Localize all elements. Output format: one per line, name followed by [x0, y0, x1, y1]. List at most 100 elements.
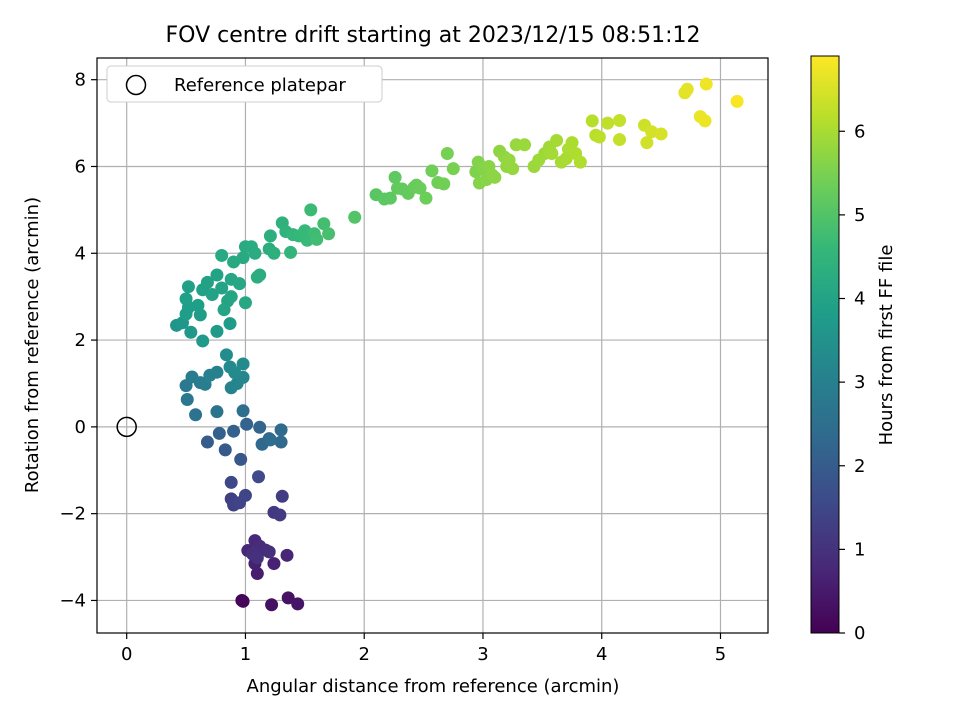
data-point	[215, 281, 229, 295]
data-point	[200, 275, 214, 289]
data-point	[565, 136, 579, 150]
data-point	[265, 598, 279, 612]
data-point	[236, 594, 250, 608]
data-point	[217, 303, 231, 317]
grid-lines	[97, 58, 768, 633]
data-point	[274, 423, 288, 437]
plot-area-frame	[96, 57, 769, 634]
x-tick-label: 5	[715, 644, 726, 665]
colorbar-ticks: 0 1 2 3 4 5 6	[839, 121, 865, 644]
y-tick-label: 8	[75, 70, 86, 91]
y-tick-label: −2	[59, 504, 86, 525]
data-point	[238, 296, 252, 310]
y-tick-label: 0	[75, 417, 86, 438]
data-point	[189, 408, 203, 422]
data-point	[322, 227, 336, 241]
data-point	[348, 210, 362, 224]
data-point	[281, 591, 295, 605]
x-axis-ticks: 0 1 2 3 4 5	[121, 633, 726, 665]
reference-marker	[116, 416, 137, 438]
colorbar-tick-label: 0	[854, 623, 865, 644]
x-tick-label: 1	[240, 644, 251, 665]
data-point	[210, 365, 224, 379]
data-point	[236, 357, 250, 371]
data-point	[550, 133, 564, 147]
x-tick-label: 2	[358, 644, 369, 665]
data-point	[274, 435, 288, 449]
data-point	[191, 298, 205, 312]
data-point	[699, 77, 713, 91]
data-point	[212, 426, 226, 440]
data-point	[184, 325, 198, 339]
data-point	[200, 435, 214, 449]
data-point	[419, 191, 433, 205]
data-point	[250, 551, 264, 565]
data-point	[488, 170, 502, 184]
y-axis-label: Rotation from reference (arcmin)	[22, 197, 43, 493]
data-point	[518, 138, 532, 152]
data-point	[273, 508, 287, 522]
x-tick-label: 3	[477, 644, 488, 665]
data-point	[585, 114, 599, 128]
chart-title: FOV centre drift starting at 2023/12/15 …	[166, 23, 701, 48]
data-point	[250, 270, 264, 284]
data-point	[601, 116, 615, 130]
colorbar-label: Hours from first FF file	[876, 245, 897, 446]
colorbar-tick-label: 4	[854, 289, 865, 310]
data-point	[310, 232, 324, 246]
data-point	[304, 203, 318, 217]
data-point	[219, 348, 233, 362]
data-point	[223, 317, 237, 331]
data-point	[425, 164, 439, 178]
data-point	[224, 290, 238, 304]
data-point	[210, 324, 224, 338]
colorbar-tick-label: 3	[854, 372, 865, 393]
data-point	[236, 251, 250, 265]
data-point	[413, 181, 427, 195]
y-tick-label: 6	[75, 156, 86, 177]
data-point	[730, 94, 744, 108]
data-point	[250, 567, 264, 581]
data-point	[228, 366, 242, 380]
scatter-points	[170, 77, 744, 612]
data-point	[196, 334, 210, 348]
data-point	[240, 417, 254, 431]
data-point	[262, 545, 276, 559]
colorbar-tick-label: 6	[854, 121, 865, 142]
data-point	[234, 452, 248, 466]
data-point	[267, 246, 281, 260]
data-point	[224, 475, 238, 489]
data-point	[210, 405, 224, 419]
data-point	[592, 130, 606, 144]
data-point	[180, 393, 194, 407]
data-point	[253, 420, 267, 434]
data-point	[545, 146, 559, 160]
data-point	[383, 191, 397, 205]
data-point	[263, 229, 277, 243]
data-point	[233, 277, 247, 291]
data-point	[215, 248, 229, 262]
data-point	[275, 489, 289, 503]
x-tick-label: 4	[596, 644, 607, 665]
data-point	[238, 488, 252, 502]
data-point	[236, 404, 250, 418]
data-point	[218, 443, 232, 457]
legend: Reference platepar	[106, 65, 383, 103]
x-axis-label: Angular distance from reference (arcmin)	[247, 676, 620, 697]
data-point	[205, 288, 219, 302]
colorbar-tick-label: 5	[854, 205, 865, 226]
colorbar-tick-label: 1	[854, 539, 865, 560]
data-point	[698, 114, 712, 128]
data-point	[613, 113, 627, 127]
data-point	[573, 155, 587, 169]
data-point	[506, 162, 520, 176]
data-point	[252, 470, 266, 484]
data-point	[284, 245, 298, 259]
data-point	[267, 557, 281, 571]
y-tick-label: 2	[75, 330, 86, 351]
data-point	[179, 292, 193, 306]
data-point	[227, 424, 241, 438]
legend-box	[106, 65, 383, 103]
data-point	[210, 268, 224, 282]
